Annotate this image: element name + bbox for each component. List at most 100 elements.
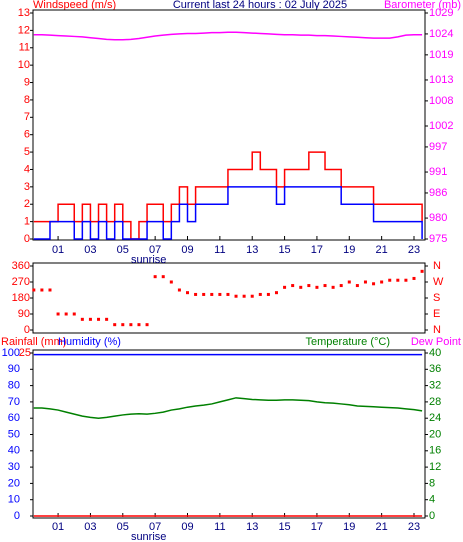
y2-tick-label: 1013: [429, 74, 453, 86]
y-tick-label: 7: [24, 111, 30, 123]
x-tick-label: 21: [376, 521, 388, 533]
direction-point: [307, 284, 311, 288]
x-tick-label: 03: [84, 521, 96, 533]
direction-point: [113, 323, 117, 327]
direction-point: [339, 284, 343, 288]
x-tick-label: 03: [84, 244, 96, 256]
y-tick-label: 4: [24, 163, 30, 175]
direction-point: [64, 312, 68, 316]
direction-point: [266, 292, 270, 296]
y2-tick-label: 1029: [429, 7, 453, 19]
x-tick-label: 01: [52, 521, 64, 533]
direction-point: [323, 284, 327, 288]
y-tick-label: 0: [24, 233, 30, 245]
y-tick-label: 60: [8, 412, 20, 424]
humidity-label: Humidity (%): [58, 336, 121, 348]
direction-point: [48, 288, 52, 292]
direction-point: [129, 323, 133, 327]
y2-tick-label: 12: [429, 461, 441, 473]
direction-point: [258, 292, 262, 296]
y2-tick-label: 8: [429, 477, 435, 489]
x-tick-label: 17: [311, 521, 323, 533]
y-tick-label: 40: [8, 445, 20, 457]
direction-point: [169, 280, 173, 284]
x-tick-label: 23: [408, 521, 420, 533]
y-tick-label: 90: [18, 308, 30, 320]
y2-tick-label: 24: [429, 412, 441, 424]
x-tick-label: 05: [117, 521, 129, 533]
direction-point: [355, 284, 359, 288]
y-tick-label: 70: [8, 396, 20, 408]
direction-point: [274, 291, 278, 295]
direction-point: [88, 317, 92, 321]
direction-point: [153, 275, 157, 279]
y2-tick-label: 975: [429, 233, 447, 245]
y2-tick-label: N: [433, 324, 441, 336]
y-tick-label: 90: [8, 363, 20, 375]
y-tick-label: 0: [24, 324, 30, 336]
y2-tick-label: S: [433, 292, 440, 304]
y2-tick-label: 40: [429, 347, 441, 359]
y2-tick-label: N: [433, 260, 441, 272]
direction-point: [40, 288, 44, 292]
direction-point: [347, 280, 351, 284]
direction-point: [234, 294, 238, 298]
direction-point: [177, 288, 181, 292]
y2-tick-label: 16: [429, 445, 441, 457]
y2-tick-label: W: [433, 276, 444, 288]
sunrise-label: sunrise: [131, 531, 166, 542]
y-tick-label: 80: [8, 380, 20, 392]
y-tick-label: 270: [12, 276, 30, 288]
direction-point: [137, 323, 141, 327]
direction-point: [161, 275, 165, 279]
x-tick-label: 11: [214, 521, 225, 533]
y2-tick-label: 980: [429, 212, 447, 224]
y2-tick-label: 1002: [429, 120, 453, 132]
y-tick-label: 9: [24, 76, 30, 88]
x-tick-label: 13: [246, 521, 258, 533]
direction-point: [194, 292, 198, 296]
direction-point: [412, 276, 416, 280]
y-tick-label: 13: [18, 7, 30, 19]
direction-point: [250, 294, 254, 298]
direction-point: [97, 317, 101, 321]
y2-tick-label: E: [433, 308, 440, 320]
dewpoint-label: Dew Point: [411, 336, 461, 348]
direction-point: [363, 280, 367, 284]
direction-point: [145, 323, 149, 327]
direction-point: [202, 292, 206, 296]
x-tick-label: 07: [149, 521, 161, 533]
series-line: [33, 186, 423, 240]
chart-title: Current last 24 hours : 02 July 2025: [173, 0, 347, 11]
direction-point: [372, 282, 376, 286]
y-tick-label: 3: [24, 181, 30, 193]
y-tick-label: 20: [8, 477, 20, 489]
y2-tick-label: 0: [429, 510, 435, 522]
y-tick-label: 50: [8, 428, 20, 440]
series-line: [33, 151, 423, 240]
direction-point: [380, 280, 384, 284]
y-tick-label: 1: [24, 216, 30, 228]
x-tick-label: 23: [408, 244, 420, 256]
y2-tick-label: 28: [429, 396, 441, 408]
x-tick-label: 19: [343, 244, 355, 256]
y-tick-label: 5: [24, 146, 30, 158]
y-tick-label: 11: [19, 42, 30, 54]
direction-point: [226, 292, 230, 296]
direction-point: [105, 317, 109, 321]
direction-point: [404, 278, 408, 282]
y3-tick-label: 25: [19, 347, 31, 359]
series-line: [33, 397, 423, 419]
direction-point: [396, 278, 400, 282]
x-tick-label: 09: [181, 521, 193, 533]
y-tick-label: 100: [2, 347, 20, 359]
y-tick-label: 8: [24, 94, 30, 106]
direction-point: [80, 317, 84, 321]
y2-tick-label: 20: [429, 428, 441, 440]
direction-point: [388, 278, 392, 282]
x-tick-label: 15: [278, 521, 290, 533]
y2-tick-label: 986: [429, 187, 447, 199]
direction-point: [315, 285, 319, 289]
x-tick-label: 15: [278, 244, 290, 256]
